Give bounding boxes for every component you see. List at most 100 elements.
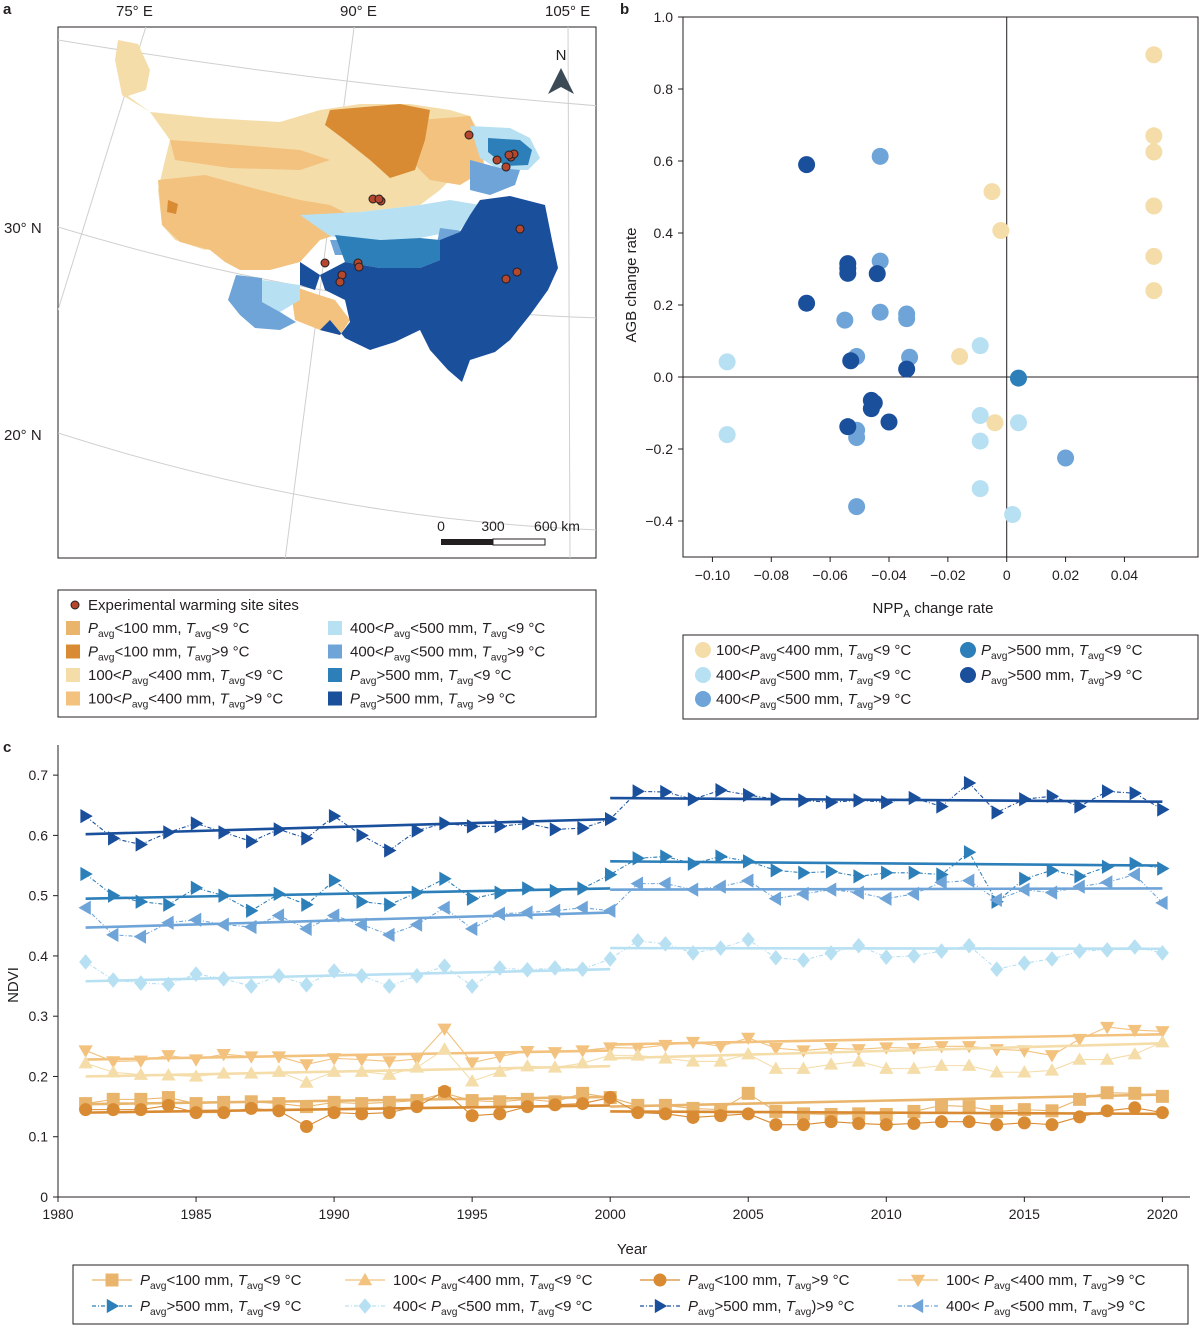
scatter-point-c8: [842, 352, 860, 370]
ndvi-ytick-label: 0.7: [29, 767, 49, 783]
scatter-axes: −0.10 −0.08 −0.06 −0.04 −0.02 0 0.02 0.04 −0.4 −0…: [645, 9, 1198, 583]
ndvi-point: [411, 823, 425, 838]
ndvi-point: [464, 1057, 480, 1070]
ndvi-trend-2000-2020: [610, 887, 1163, 891]
ndvi-point: [990, 1118, 1004, 1132]
ndvi-point: [1128, 939, 1142, 955]
legend-c-marker: [910, 1274, 926, 1288]
ndvi-point: [936, 799, 949, 814]
ndvi-point: [577, 881, 590, 896]
ndvi-point: [273, 822, 287, 837]
legend-entry-label: 400< Pavg<500 mm, Tavg>9 °C: [946, 1298, 1146, 1318]
ndvi-point: [851, 885, 864, 900]
legend-b-frame: [682, 634, 1199, 720]
ndvi-point: [161, 915, 174, 930]
warming-site-marker: [501, 274, 511, 284]
scatter-point-c8: [880, 413, 898, 431]
scale-label-300: 300: [481, 518, 505, 534]
ndvi-point: [741, 1032, 756, 1046]
ndvi-xlabel: Year: [617, 1241, 647, 1258]
scale-bar-black: [441, 539, 493, 545]
ndvi-xtick-label: 1985: [180, 1206, 211, 1222]
legend-c-marker: [653, 1273, 667, 1287]
ndvi-point: [465, 1109, 479, 1123]
ndvi-point: [798, 793, 811, 808]
ndvi-point: [1101, 784, 1115, 799]
ndvi-point: [80, 808, 93, 824]
ndvi-point: [494, 819, 507, 834]
scatter-point-c8: [862, 400, 880, 418]
scatter-xlabel-rest: change rate: [910, 600, 993, 617]
ndvi-point: [272, 1104, 286, 1118]
warming-site-marker: [512, 267, 522, 277]
ndvi-point: [879, 891, 892, 906]
ndvi-series-c6: [78, 867, 1168, 944]
ndvi-point: [411, 885, 425, 900]
ndvi-point: [961, 873, 975, 888]
ndvi-point: [825, 795, 839, 810]
legend-swatch: [328, 621, 342, 635]
scatter-point-c6: [898, 310, 916, 328]
ndvi-point: [106, 1056, 121, 1069]
ndvi-ytick-label: 0.6: [29, 827, 49, 843]
scatter-ytick-label: 0.6: [654, 153, 674, 169]
ndvi-point: [409, 917, 423, 932]
scatter-point-c8: [839, 264, 857, 282]
ndvi-point: [576, 1086, 590, 1100]
ndvi-point: [547, 1060, 563, 1073]
scatter-point-c5: [971, 407, 989, 425]
scatter-ylabel: AGB change rate: [623, 227, 640, 342]
ndvi-point: [881, 795, 894, 810]
legend-entry-label: 100< Pavg<400 mm, Tavg<9 °C: [393, 1272, 593, 1292]
ndvi-point: [715, 783, 728, 798]
scatter-point-c6: [1057, 449, 1075, 467]
ndvi-point: [439, 816, 452, 831]
ndvi-point: [520, 1100, 534, 1114]
scatter-ytick-label: 0.0: [654, 369, 674, 385]
ndvi-point: [961, 1058, 977, 1071]
ndvi-point: [934, 1058, 949, 1071]
ndvi-point: [522, 881, 535, 896]
ndvi-point: [549, 822, 563, 837]
ndvi-point: [879, 1042, 894, 1055]
ndvi-point: [1129, 856, 1142, 871]
legend-a: Experimental warming site sites Pavg<100…: [57, 589, 597, 718]
scatter-point-c6: [871, 303, 889, 321]
ndvi-series-line: [85, 782, 1163, 852]
panel-label-a: a: [3, 1, 12, 18]
ndvi-point: [989, 1044, 1004, 1057]
ndvi-point: [935, 1115, 949, 1129]
ndvi-point: [134, 975, 148, 991]
ndvi-axes: 1980 1985 1990 1995 2000 2005 2010 2015 2020 0 0.1…: [29, 745, 1190, 1222]
ndvi-series-c7: [80, 845, 1170, 918]
warming-site-marker: [492, 155, 502, 165]
ndvi-point: [1045, 1104, 1059, 1118]
ndvi-point: [356, 894, 369, 909]
ndvi-point: [548, 960, 562, 976]
site-legend-marker: [70, 600, 80, 610]
ndvi-point: [577, 821, 590, 836]
scatter-point-c5: [718, 426, 736, 444]
legend-entry-label: Pavg<100 mm, Tavg<9 °C: [88, 620, 250, 640]
warming-site-marker: [354, 262, 364, 272]
ndvi-point: [1072, 1033, 1087, 1047]
ndvi-xtick-label: 2000: [595, 1206, 626, 1222]
legend-entry-label: Pavg>500 mm, Tavg<9 °C: [981, 642, 1143, 662]
ndvi-point: [439, 871, 452, 886]
ndvi-point: [218, 825, 231, 840]
ndvi-point: [658, 936, 672, 952]
ndvi-point: [1155, 1026, 1170, 1039]
ndvi-point: [217, 1095, 231, 1109]
ndvi-point: [133, 1067, 148, 1080]
scatter-point-c7: [1009, 369, 1027, 387]
legend-b-marker: [695, 667, 711, 683]
ndvi-point: [963, 845, 977, 860]
ndvi-point: [271, 1064, 287, 1077]
ndvi-point: [743, 787, 756, 803]
region-c2: [167, 104, 430, 214]
ndvi-point: [1155, 1034, 1170, 1048]
ndvi-point: [246, 903, 259, 918]
ndvi-point: [990, 961, 1004, 977]
scatter-xtick-label: −0.02: [930, 567, 966, 583]
ndvi-point: [106, 1103, 120, 1117]
